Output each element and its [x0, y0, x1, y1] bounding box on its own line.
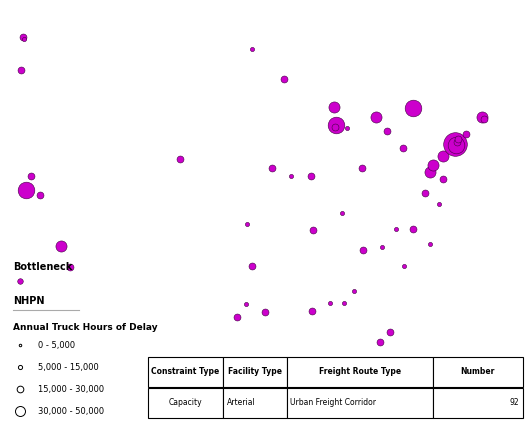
- Text: Urban Freight Corridor: Urban Freight Corridor: [290, 398, 376, 407]
- Text: 30,000 - 50,000: 30,000 - 50,000: [37, 407, 104, 416]
- Text: 92: 92: [510, 398, 519, 407]
- Text: NHPN: NHPN: [13, 296, 44, 306]
- Bar: [148, 387, 223, 418]
- Text: Facility Type: Facility Type: [228, 367, 281, 376]
- Bar: [148, 357, 223, 387]
- Bar: [287, 357, 433, 387]
- Text: Bottleneck: Bottleneck: [13, 262, 72, 272]
- Bar: [287, 387, 433, 418]
- Text: Capacity: Capacity: [168, 398, 202, 407]
- Bar: [433, 387, 523, 418]
- Bar: [223, 387, 287, 418]
- Text: 15,000 - 30,000: 15,000 - 30,000: [37, 385, 104, 394]
- Text: Freight Route Type: Freight Route Type: [318, 367, 401, 376]
- Bar: [223, 357, 287, 387]
- Text: Number: Number: [460, 367, 495, 376]
- Text: 5,000 - 15,000: 5,000 - 15,000: [37, 363, 98, 372]
- Bar: [433, 357, 523, 387]
- Text: 0 - 5,000: 0 - 5,000: [37, 341, 75, 350]
- Text: Arterial: Arterial: [227, 398, 256, 407]
- Text: Constraint Type: Constraint Type: [151, 367, 220, 376]
- Text: Annual Truck Hours of Delay: Annual Truck Hours of Delay: [13, 323, 158, 332]
